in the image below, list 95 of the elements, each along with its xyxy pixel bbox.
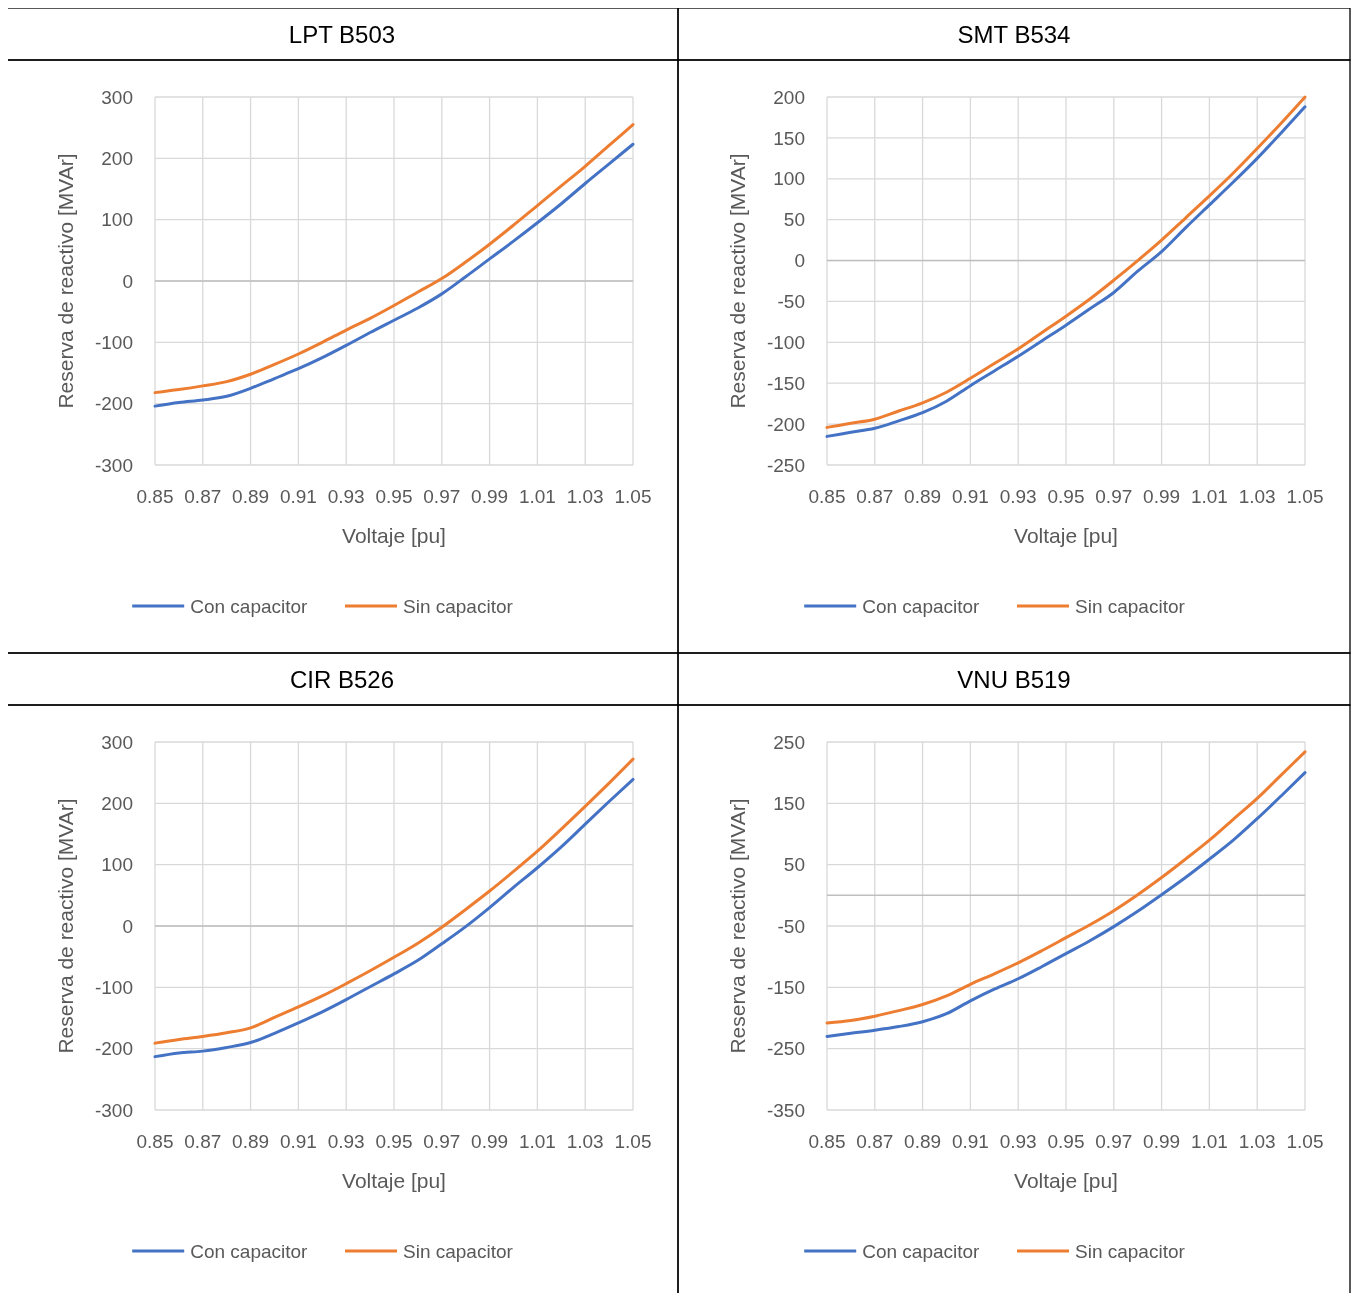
- y-tick-label: 0: [122, 270, 133, 292]
- x-axis-title: Voltaje [pu]: [1014, 524, 1118, 547]
- y-tick-label: 300: [101, 731, 133, 753]
- x-tick-label: 1.01: [518, 486, 556, 507]
- legend-label: Sin capacitor: [403, 1240, 514, 1262]
- y-tick-label: -300: [94, 1099, 133, 1121]
- y-tick-label: -350: [766, 1099, 805, 1121]
- chart-title: CIR B526: [289, 666, 395, 693]
- y-tick-label: -100: [766, 331, 805, 353]
- y-tick-label: -250: [766, 1038, 805, 1060]
- x-tick-label: 0.93: [999, 486, 1037, 507]
- x-tick-label: 1.03: [566, 486, 604, 507]
- x-tick-label: 0.87: [856, 1131, 894, 1152]
- x-tick-label: 1.01: [1190, 1131, 1228, 1152]
- y-tick-label: 250: [773, 731, 805, 753]
- legend-label: Sin capacitor: [1075, 1240, 1186, 1262]
- y-tick-label: -50: [777, 915, 805, 937]
- x-axis-title: Voltaje [pu]: [342, 1169, 446, 1192]
- y-tick-label: -50: [777, 291, 805, 313]
- x-tick-label: 0.99: [1143, 1131, 1181, 1152]
- x-tick-label: 1.03: [1238, 486, 1276, 507]
- chart-title: VNU B519: [957, 666, 1071, 693]
- y-tick-label: 0: [122, 915, 133, 937]
- x-tick-label: 0.85: [808, 486, 846, 507]
- y-axis-title: Reserva de reactivo [MVAr]: [726, 798, 749, 1054]
- y-axis-title: Reserva de reactivo [MVAr]: [54, 153, 77, 409]
- x-tick-label: 0.89: [232, 1131, 270, 1152]
- legend-label: Con capacitor: [862, 1240, 981, 1262]
- y-tick-label: 200: [101, 147, 133, 169]
- y-tick-label: 100: [101, 209, 133, 231]
- x-tick-label: 0.93: [999, 1131, 1037, 1152]
- x-tick-label: 0.95: [375, 1131, 413, 1152]
- x-tick-label: 1.05: [614, 486, 652, 507]
- x-tick-label: 0.89: [232, 486, 270, 507]
- y-tick-label: -200: [94, 393, 133, 415]
- x-tick-label: 0.95: [1047, 1131, 1085, 1152]
- y-tick-label: 50: [783, 854, 805, 876]
- x-tick-label: 1.03: [1238, 1131, 1276, 1152]
- x-tick-label: 0.89: [904, 486, 942, 507]
- x-tick-label: 1.01: [518, 1131, 556, 1152]
- x-tick-label: 1.05: [1286, 1131, 1324, 1152]
- legend-label: Sin capacitor: [1075, 595, 1186, 617]
- x-tick-label: 0.97: [1095, 1131, 1133, 1152]
- y-tick-label: 0: [794, 250, 805, 272]
- x-tick-label: 0.87: [184, 1131, 222, 1152]
- y-tick-label: -300: [94, 454, 133, 476]
- legend-label: Con capacitor: [190, 595, 309, 617]
- y-axis-title: Reserva de reactivo [MVAr]: [54, 798, 77, 1054]
- x-tick-label: 0.93: [327, 1131, 365, 1152]
- y-tick-label: 200: [773, 86, 805, 108]
- y-tick-label: 150: [773, 792, 805, 814]
- x-tick-label: 0.97: [423, 1131, 461, 1152]
- y-tick-label: -150: [766, 372, 805, 394]
- x-axis-title: Voltaje [pu]: [342, 524, 446, 547]
- x-tick-label: 0.99: [471, 1131, 509, 1152]
- chart-title: SMT B534: [957, 21, 1071, 48]
- y-tick-label: 50: [783, 209, 805, 231]
- legend-label: Con capacitor: [190, 1240, 309, 1262]
- x-tick-label: 1.05: [614, 1131, 652, 1152]
- y-tick-label: 100: [101, 854, 133, 876]
- y-tick-label: -100: [94, 976, 133, 998]
- y-tick-label: -200: [766, 413, 805, 435]
- x-tick-label: 0.89: [904, 1131, 942, 1152]
- x-axis-title: Voltaje [pu]: [1014, 1169, 1118, 1192]
- y-tick-label: 150: [773, 127, 805, 149]
- x-tick-label: 0.85: [808, 1131, 846, 1152]
- x-tick-label: 0.95: [375, 486, 413, 507]
- y-tick-label: -150: [766, 976, 805, 998]
- x-tick-label: 0.87: [184, 486, 222, 507]
- legend-label: Con capacitor: [862, 595, 981, 617]
- chart-title: LPT B503: [288, 21, 396, 48]
- y-tick-label: -250: [766, 454, 805, 476]
- x-tick-label: 1.05: [1286, 486, 1324, 507]
- y-tick-label: 100: [773, 168, 805, 190]
- y-tick-label: -100: [94, 331, 133, 353]
- x-tick-label: 0.93: [327, 486, 365, 507]
- x-tick-label: 0.85: [136, 1131, 174, 1152]
- x-tick-label: 0.97: [1095, 486, 1133, 507]
- x-tick-label: 0.91: [279, 1131, 317, 1152]
- x-tick-label: 0.85: [136, 486, 174, 507]
- x-tick-label: 0.91: [279, 486, 317, 507]
- x-tick-label: 1.01: [1190, 486, 1228, 507]
- x-tick-label: 0.87: [856, 486, 894, 507]
- y-axis-title: Reserva de reactivo [MVAr]: [726, 153, 749, 409]
- y-tick-label: 300: [101, 86, 133, 108]
- x-tick-label: 1.03: [566, 1131, 604, 1152]
- x-tick-label: 0.99: [1143, 486, 1181, 507]
- y-tick-label: 200: [101, 792, 133, 814]
- x-tick-label: 0.91: [951, 486, 989, 507]
- x-tick-label: 0.97: [423, 486, 461, 507]
- x-tick-label: 0.99: [471, 486, 509, 507]
- y-tick-label: -200: [94, 1038, 133, 1060]
- x-tick-label: 0.91: [951, 1131, 989, 1152]
- legend-label: Sin capacitor: [403, 595, 514, 617]
- x-tick-label: 0.95: [1047, 486, 1085, 507]
